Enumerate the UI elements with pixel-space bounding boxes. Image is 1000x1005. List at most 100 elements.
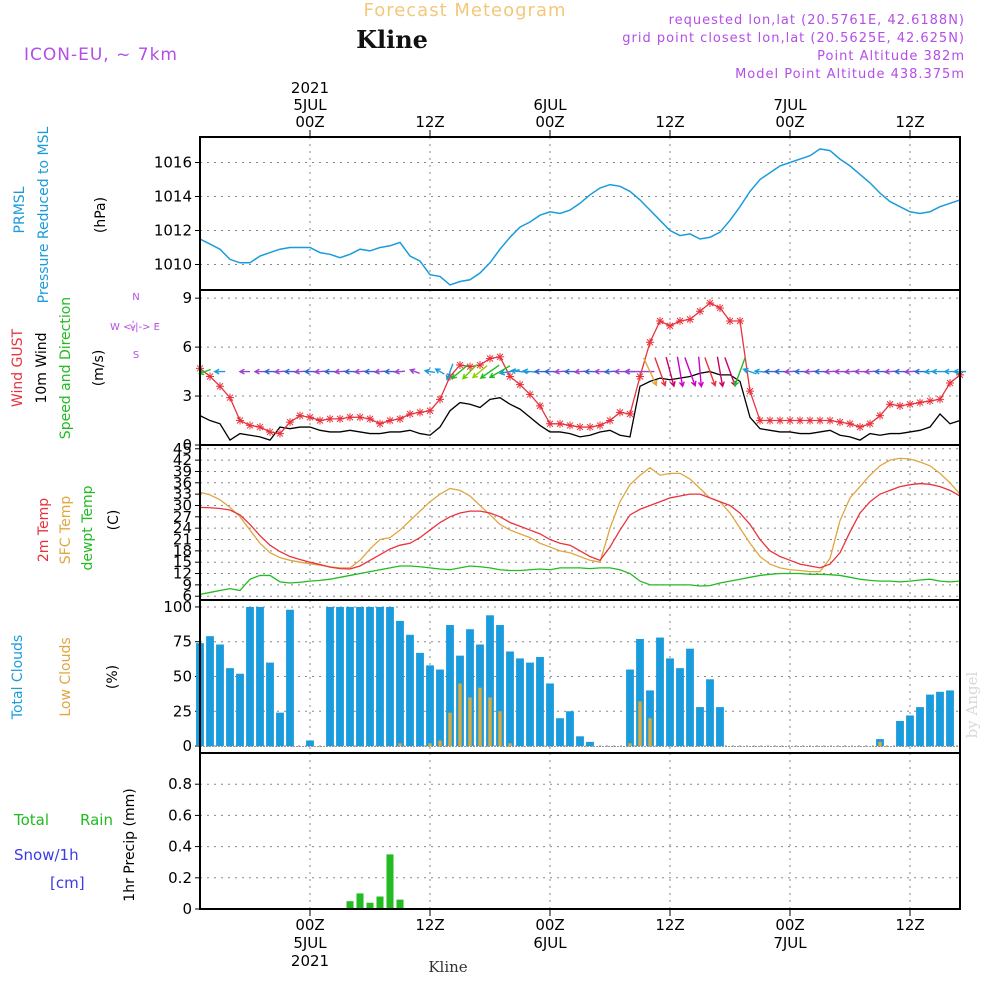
bottom-time-label: 12Z bbox=[655, 916, 684, 934]
gust-marker bbox=[306, 413, 314, 422]
y-tick-label: 1016 bbox=[154, 154, 192, 172]
panel-frame bbox=[199, 136, 961, 291]
gust-marker bbox=[496, 352, 504, 361]
rain-bar bbox=[356, 893, 364, 909]
wind-arrow bbox=[313, 368, 326, 375]
gust-marker bbox=[506, 372, 514, 381]
t2m-label: 2m Temp bbox=[36, 498, 52, 562]
y-tick-label: 100 bbox=[163, 598, 192, 616]
compass-s: S bbox=[133, 350, 139, 361]
footer-location: Kline bbox=[428, 958, 467, 976]
gust-marker bbox=[586, 423, 594, 432]
gust-marker bbox=[936, 395, 944, 404]
y-tick-label: 6 bbox=[182, 338, 192, 356]
gust-marker bbox=[906, 400, 914, 409]
total-cloud-bar bbox=[266, 662, 274, 747]
snow-label: Snow/1h bbox=[14, 846, 79, 864]
wind-dir-label: Speed and Direction bbox=[58, 297, 74, 439]
rain-bar bbox=[366, 902, 374, 909]
wind-arrow bbox=[833, 368, 845, 375]
low-cloud-bar bbox=[638, 701, 642, 747]
wind-arrow bbox=[873, 368, 885, 375]
bottom-time-label: 5JUL bbox=[293, 934, 327, 952]
total-cloud-bar bbox=[716, 707, 724, 747]
top-time-label: 00Z bbox=[535, 113, 564, 131]
top-time-label: 00Z bbox=[295, 113, 324, 131]
gust-marker bbox=[236, 416, 244, 425]
rain-bar bbox=[346, 901, 354, 909]
bottom-time-label: 2021 bbox=[291, 952, 329, 970]
top-time-label: 2021 bbox=[291, 79, 329, 97]
snow-unit: [cm] bbox=[50, 874, 85, 892]
wind-arrow bbox=[343, 368, 355, 375]
wind-arrow bbox=[593, 368, 605, 375]
wind-arrow bbox=[853, 368, 865, 375]
gust-marker bbox=[456, 361, 464, 370]
low-cloud-bar bbox=[458, 683, 462, 747]
gust-marker bbox=[756, 416, 764, 425]
bottom-time-label: 12Z bbox=[895, 916, 924, 934]
wind-arrow bbox=[383, 368, 395, 375]
gust-marker bbox=[716, 303, 724, 312]
gust-marker bbox=[666, 321, 674, 330]
clouds-panel: Total Clouds Low Clouds (%) by Angel 0 25… bbox=[10, 598, 981, 755]
total-cloud-bar bbox=[706, 679, 714, 747]
total-cloud-bar bbox=[336, 606, 344, 747]
wind-arrow bbox=[773, 368, 785, 375]
y-tick-label: 0.4 bbox=[168, 838, 192, 856]
y-tick-label: 50 bbox=[173, 668, 192, 686]
wind-arrow bbox=[263, 368, 275, 375]
precip-rain-label: Rain bbox=[80, 811, 113, 829]
sfc-temp-line bbox=[199, 457, 961, 573]
total-cloud-bar bbox=[916, 707, 924, 747]
total-cloud-bar bbox=[566, 711, 574, 747]
gust-marker bbox=[406, 410, 414, 418]
y-tick-label: 21 bbox=[173, 531, 192, 549]
y-tick-label: 0 bbox=[182, 900, 192, 918]
total-cloud-bar bbox=[526, 662, 534, 747]
total-cloud-bar bbox=[506, 651, 514, 747]
gust-marker bbox=[296, 411, 304, 420]
rain-bar bbox=[376, 896, 384, 909]
total-cloud-bar bbox=[946, 690, 954, 747]
wind-arrow bbox=[793, 368, 805, 375]
gust-marker bbox=[386, 416, 394, 425]
gust-marker bbox=[676, 317, 684, 325]
gust-marker bbox=[346, 413, 354, 422]
gust-marker bbox=[246, 421, 254, 430]
sfc-label: SFC Temp bbox=[58, 496, 74, 565]
gust-marker bbox=[856, 423, 864, 432]
gust-marker bbox=[376, 419, 384, 428]
wind-arrow bbox=[643, 357, 658, 387]
gust-marker bbox=[276, 429, 284, 438]
y-tick-label: 12 bbox=[173, 565, 192, 583]
wind-arrow bbox=[450, 364, 469, 380]
y-tick-label: 0.8 bbox=[168, 775, 192, 793]
gust-marker bbox=[746, 387, 754, 396]
gust-marker bbox=[876, 411, 884, 420]
gust-marker bbox=[916, 398, 924, 407]
wind-arrow bbox=[445, 363, 454, 381]
wind-arrow bbox=[213, 368, 226, 375]
total-cloud-bar bbox=[546, 683, 554, 747]
gust-marker bbox=[336, 414, 344, 423]
wind-arrow bbox=[913, 368, 925, 375]
y-tick-label: 24 bbox=[173, 519, 192, 537]
total-cloud-bar bbox=[426, 665, 434, 747]
low-cloud-bar bbox=[878, 741, 882, 747]
point-altitude: Point Altitude 382m bbox=[817, 49, 965, 64]
low-cloud-bar bbox=[508, 743, 512, 747]
compass-we: W <-|-> E bbox=[110, 322, 160, 333]
bottom-time-label: 12Z bbox=[415, 916, 444, 934]
gust-marker bbox=[576, 423, 584, 432]
total-cloud-bar bbox=[406, 634, 414, 747]
y-tick-label: 30 bbox=[173, 496, 192, 514]
wind-arrow bbox=[543, 368, 555, 375]
wind-arrow bbox=[783, 368, 796, 375]
wind-arrow bbox=[303, 368, 315, 375]
total-cloud-bar bbox=[496, 625, 504, 747]
gust-marker bbox=[636, 372, 644, 381]
model-label: ICON-EU, ~ 7km bbox=[24, 45, 178, 65]
gust-marker bbox=[556, 419, 564, 428]
